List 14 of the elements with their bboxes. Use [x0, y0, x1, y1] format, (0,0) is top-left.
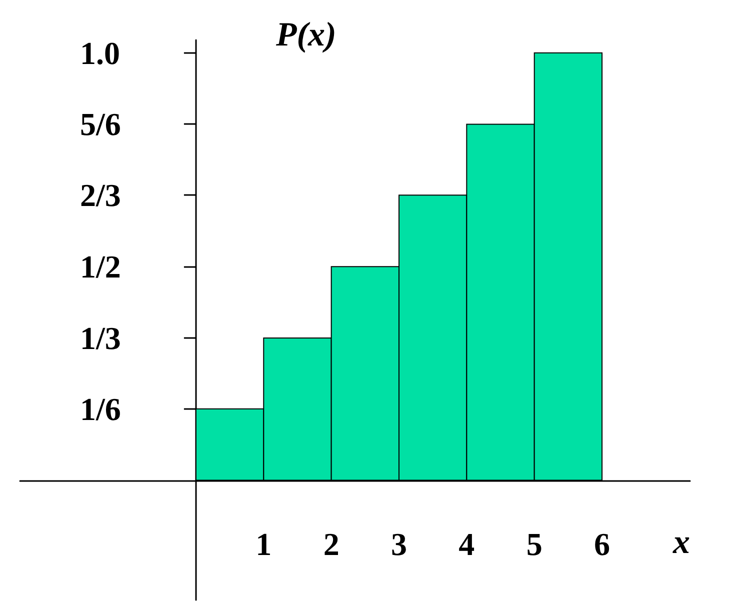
- x-tick-label: 4: [458, 526, 475, 562]
- y-axis-title: P(x): [274, 16, 336, 54]
- y-tick-label: 1/2: [80, 248, 121, 285]
- y-tick-label: 1.0: [80, 34, 120, 71]
- x-tick-label: 1: [256, 526, 272, 562]
- x-tick-label: 5: [526, 526, 542, 562]
- y-tick-label: 1/6: [80, 390, 121, 427]
- y-tick-label: 2/3: [80, 177, 121, 214]
- x-tick-label: 6: [594, 526, 610, 562]
- x-axis-title: x: [672, 524, 690, 561]
- x-tick-label: 3: [390, 526, 407, 562]
- y-tick-label: 1/3: [80, 320, 121, 356]
- x-tick-label: 2: [323, 526, 340, 562]
- y-tick-label: 5/6: [80, 106, 121, 142]
